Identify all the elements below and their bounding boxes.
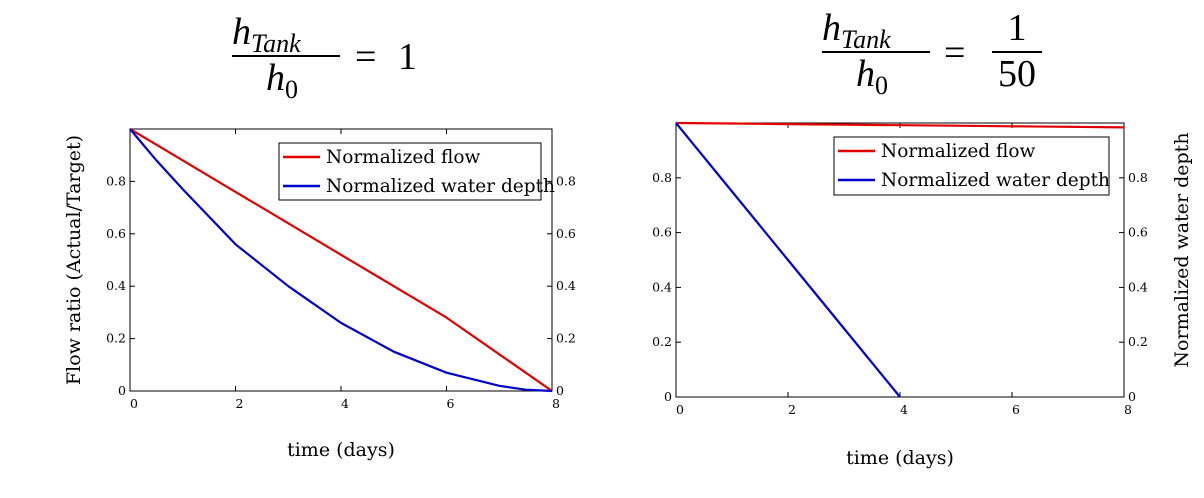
formula-numerator-subscript: Tank: [251, 29, 301, 58]
x-tick-label: 6: [447, 396, 455, 411]
x-axis-label: time (days): [846, 447, 954, 469]
legend-entry: Normalized flow: [881, 141, 1035, 162]
formula-denominator-subscript: 0: [285, 75, 298, 104]
y-tick-label: 0: [118, 383, 126, 398]
y-right-tick-label: 0: [1128, 389, 1136, 404]
x-tick-label: 0: [676, 402, 684, 417]
series-line-normalized-water-depth: [675, 122, 901, 398]
formula-value: 1: [398, 36, 417, 78]
x-tick-label: 6: [1012, 402, 1020, 417]
legend: Normalized flow Normalized water depth: [278, 142, 555, 201]
formula-numerator-subscript: Tank: [841, 25, 891, 54]
y-right-tick-label: 0: [556, 383, 564, 398]
y-right-tick-label: 0.8: [1128, 170, 1148, 185]
formula-denominator-subscript: 0: [875, 71, 888, 100]
y-tick-label: 0: [664, 389, 672, 404]
y-right-tick-label: 0.8: [556, 173, 576, 188]
y-axis-label: Flow ratio (Actual/Target): [63, 135, 85, 385]
y-tick-label: 0.6: [652, 225, 672, 240]
x-tick-label: 8: [1124, 402, 1132, 417]
y-right-tick-label: 0.2: [556, 331, 576, 346]
legend-box: [278, 142, 542, 201]
y-tick-label: 0.8: [106, 173, 126, 188]
x-tick-label: 2: [788, 402, 796, 417]
y-right-tick-label: 0.4: [1128, 279, 1148, 294]
formula-numerator: hTank: [822, 7, 891, 54]
x-tick-label: 8: [552, 396, 560, 411]
formula-value-denominator: 50: [998, 53, 1036, 95]
y-tick-label: 0.4: [652, 279, 672, 294]
formula-equals: =: [944, 32, 965, 74]
formula-equals: =: [355, 36, 376, 78]
formula-denominator: h0: [266, 57, 298, 104]
y-tick-label: 0.6: [106, 226, 126, 241]
formula-value-numerator: 1: [1008, 7, 1027, 49]
legend-box: [833, 136, 1110, 196]
y-right-tick-label: 0.2: [1128, 334, 1148, 349]
y-tick-label: 0.8: [652, 170, 672, 185]
x-axis-label: time (days): [287, 439, 395, 461]
y-tick-label: 0.2: [652, 334, 672, 349]
y-tick-label: 0.4: [106, 278, 126, 293]
x-tick-label: 0: [130, 396, 138, 411]
y-right-tick-label: 0.4: [556, 278, 576, 293]
y-right-tick-label: 0.6: [556, 226, 576, 241]
legend: Normalized flow Normalized water depth: [833, 136, 1110, 196]
y-tick-label: 0.2: [106, 331, 126, 346]
series-line-normalized-water-depth: [129, 128, 553, 393]
legend-entry: Normalized water depth: [326, 176, 555, 197]
formula-denominator: h0: [856, 53, 888, 100]
series-line-normalized-flow: [129, 128, 553, 392]
y-right-axis-label: Normalized water depth: [1171, 132, 1193, 367]
formula-numerator: hTank: [232, 11, 301, 58]
x-tick-label: 4: [900, 402, 908, 417]
x-tick-label: 2: [236, 396, 244, 411]
legend-entry: Normalized flow: [326, 147, 480, 168]
series-line-normalized-flow: [675, 121, 1125, 129]
legend-entry: Normalized water depth: [881, 170, 1110, 191]
y-right-tick-label: 0.6: [1128, 225, 1148, 240]
x-tick-label: 4: [341, 396, 349, 411]
